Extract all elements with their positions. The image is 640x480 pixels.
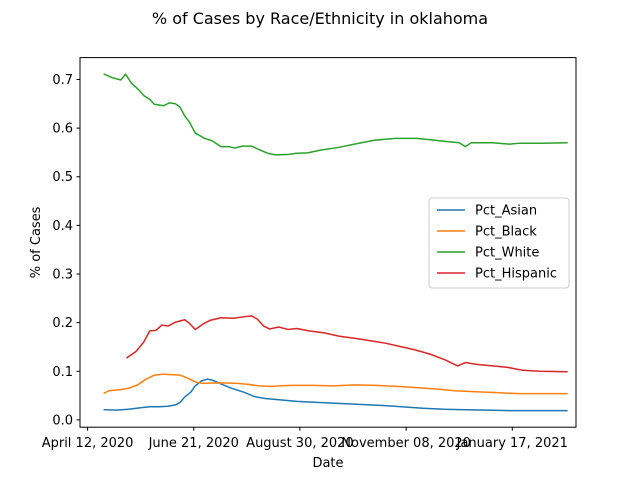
x-tick-label: April 12, 2020 <box>42 436 134 451</box>
y-tick-label: 0.3 <box>52 268 73 283</box>
legend-entry-label: Pct_Hispanic <box>475 267 557 282</box>
series-line-pct-white <box>103 73 568 156</box>
series-line-pct-hispanic <box>125 315 568 373</box>
x-axis: April 12, 2020 June 21, 2020 August 30, 20… <box>42 427 568 451</box>
y-axis-label: % of Cases <box>29 206 44 278</box>
y-tick-label: 0.6 <box>52 122 73 137</box>
plot-frame <box>79 57 577 428</box>
x-tick-label: August 30, 2020 <box>246 436 354 451</box>
x-tick-label: November 08, 2020 <box>341 436 471 451</box>
series-line-pct-asian <box>103 378 568 412</box>
legend-box <box>428 197 570 289</box>
chart-title: % of Cases by Race/Ethnicity in oklahoma <box>152 9 488 28</box>
y-tick-label: 0.1 <box>52 365 73 380</box>
y-tick-label: 0.0 <box>52 413 73 428</box>
y-axis: 0.0 0.1 0.2 0.3 0.4 0.5 0.6 0.7 <box>52 73 80 428</box>
y-tick-label: 0.2 <box>52 316 73 331</box>
legend-entry-label: Pct_Black <box>475 225 537 240</box>
x-tick-label: June 21, 2020 <box>148 436 239 451</box>
legend-entry-label: Pct_Asian <box>475 204 537 219</box>
legend: Pct_Asian Pct_Black Pct_White Pct_Hispanic <box>428 197 570 289</box>
series-layer <box>103 73 568 412</box>
legend-entry-label: Pct_White <box>475 246 539 261</box>
y-tick-label: 0.7 <box>52 73 73 88</box>
y-tick-label: 0.5 <box>52 170 73 185</box>
x-tick-label: January 17, 2021 <box>456 436 568 451</box>
x-axis-label: Date <box>312 456 343 471</box>
y-tick-label: 0.4 <box>52 219 73 234</box>
series-line-pct-black <box>103 373 568 395</box>
